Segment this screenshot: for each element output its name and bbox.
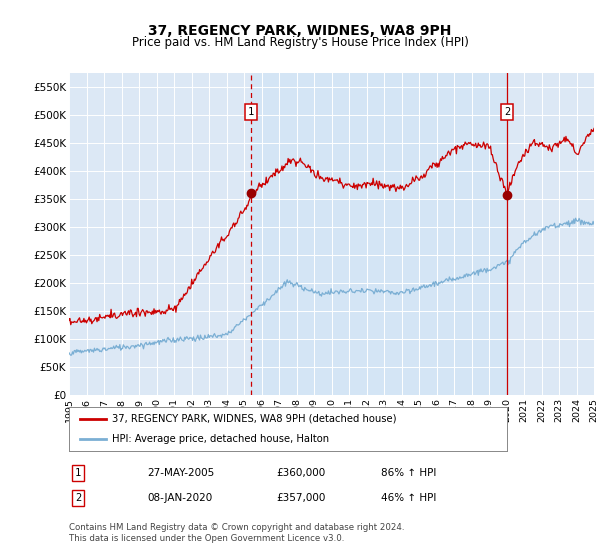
Text: 86% ↑ HPI: 86% ↑ HPI — [381, 468, 436, 478]
Text: 2: 2 — [504, 107, 510, 117]
Text: 46% ↑ HPI: 46% ↑ HPI — [381, 493, 436, 503]
Text: Price paid vs. HM Land Registry's House Price Index (HPI): Price paid vs. HM Land Registry's House … — [131, 36, 469, 49]
Text: 08-JAN-2020: 08-JAN-2020 — [147, 493, 212, 503]
Text: 37, REGENCY PARK, WIDNES, WA8 9PH: 37, REGENCY PARK, WIDNES, WA8 9PH — [148, 24, 452, 38]
Text: 27-MAY-2005: 27-MAY-2005 — [147, 468, 214, 478]
Text: £360,000: £360,000 — [276, 468, 325, 478]
Text: 2: 2 — [75, 493, 81, 503]
Text: Contains HM Land Registry data © Crown copyright and database right 2024.
This d: Contains HM Land Registry data © Crown c… — [69, 524, 404, 543]
Text: £357,000: £357,000 — [276, 493, 325, 503]
Text: HPI: Average price, detached house, Halton: HPI: Average price, detached house, Halt… — [112, 434, 329, 444]
Text: 1: 1 — [75, 468, 81, 478]
Text: 1: 1 — [248, 107, 254, 117]
Bar — [251, 73, 507, 395]
Text: 37, REGENCY PARK, WIDNES, WA8 9PH (detached house): 37, REGENCY PARK, WIDNES, WA8 9PH (detac… — [112, 414, 397, 424]
